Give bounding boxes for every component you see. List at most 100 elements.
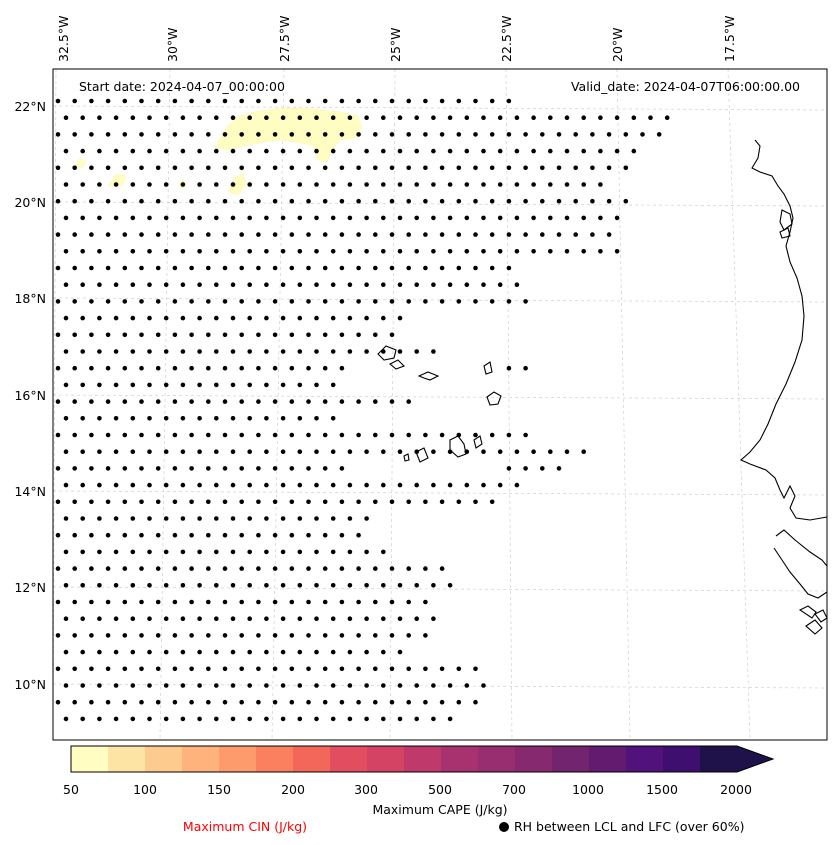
rh-dot: [423, 299, 428, 304]
rh-dot: [531, 215, 536, 221]
rh-dot: [272, 432, 278, 438]
cape-region-north: [214, 107, 363, 163]
rh-dot: [214, 449, 219, 455]
rh-dot: [272, 198, 278, 204]
rh-dot: [239, 332, 244, 338]
rh-dot: [389, 566, 395, 571]
rh-dot: [172, 432, 178, 438]
rh-dot: [89, 399, 94, 404]
rh-dot: [55, 365, 61, 371]
rh-dot: [172, 633, 178, 638]
rh-dot: [664, 115, 670, 120]
rh-dot: [113, 416, 119, 421]
rh-dot: [122, 132, 128, 137]
rh-dot: [222, 365, 228, 371]
rh-dot: [130, 549, 136, 555]
rh-dot: [163, 349, 169, 354]
rh-dot: [373, 232, 378, 237]
rh-dot: [239, 198, 244, 204]
rh-dot: [506, 198, 512, 204]
rh-dot: [347, 683, 353, 688]
rh-dot: [80, 516, 85, 521]
rh-dot: [222, 198, 228, 204]
rh-dot: [548, 115, 553, 120]
rh-dot: [347, 182, 353, 187]
rh-dot: [214, 115, 219, 120]
rh-dot: [197, 583, 202, 588]
rh-dot: [105, 666, 111, 672]
lon-tick-label: 32.5°W: [56, 16, 71, 62]
rh-dot: [147, 516, 152, 521]
rh-dot: [406, 633, 412, 638]
rh-dot: [364, 182, 369, 187]
rh-dot: [456, 165, 462, 171]
colorbar-bin: [293, 746, 331, 772]
rh-dot: [514, 282, 520, 288]
rh-dot: [80, 716, 85, 722]
rh-dot: [97, 148, 102, 154]
rh-dot: [464, 115, 470, 120]
rh-dot: [280, 516, 286, 521]
rh-dot: [297, 516, 303, 521]
rh-dot: [347, 249, 353, 254]
rh-dot: [155, 599, 161, 605]
rh-dot: [89, 299, 94, 304]
rh-dot: [423, 633, 428, 638]
rh-dot: [306, 98, 311, 104]
rh-dot: [456, 666, 462, 672]
rh-dot: [289, 232, 295, 237]
rh-dot: [105, 566, 111, 571]
rh-dot: [289, 499, 295, 505]
rh-dot: [139, 332, 144, 338]
rh-dot: [356, 299, 361, 304]
rh-dot: [80, 416, 85, 421]
rh-dot: [289, 299, 295, 304]
rh-dot: [431, 215, 436, 221]
rh-dot: [489, 198, 495, 204]
rh-dot: [381, 683, 386, 688]
rh-dot: [230, 282, 236, 288]
rh-dot: [72, 666, 77, 672]
rh-dot: [80, 182, 85, 187]
rh-dot: [222, 499, 228, 505]
rh-dot: [464, 249, 470, 254]
rh-dot: [297, 416, 303, 421]
rh-dot: [540, 466, 545, 471]
rh-dot: [523, 299, 528, 304]
rh-dot: [397, 449, 403, 455]
rh-dot: [89, 132, 94, 137]
colorbar-tick-label: 50: [63, 782, 79, 797]
rh-dot: [130, 115, 136, 120]
rh-dot: [206, 499, 211, 505]
rh-dot: [373, 165, 378, 171]
rh-dot: [473, 132, 478, 137]
rh-dot: [381, 616, 386, 621]
rh-dot: [423, 265, 428, 271]
rh-dot: [214, 616, 219, 621]
rh-dot: [97, 516, 102, 521]
rh-dot: [264, 583, 269, 588]
rh-dot: [514, 249, 520, 254]
rh-dot: [373, 699, 378, 705]
rh-dot: [139, 633, 144, 638]
rh-dot: [423, 499, 428, 505]
rh-dots: [55, 98, 670, 722]
rh-dot: [373, 198, 378, 204]
rh-dot: [214, 148, 219, 154]
rh-dot: [347, 482, 353, 488]
rh-dot: [55, 532, 61, 538]
rh-dot: [197, 315, 202, 321]
rh-dot: [423, 699, 428, 705]
rh-dot: [163, 683, 169, 688]
lon-tick-label: 22.5°W: [499, 16, 514, 62]
rh-dot: [397, 716, 403, 722]
rh-dot: [72, 633, 77, 638]
rh-dot: [389, 198, 395, 204]
rh-dot: [339, 432, 345, 438]
rh-dot: [397, 649, 403, 655]
rh-dot: [206, 98, 211, 104]
rh-dot: [105, 432, 111, 438]
rh-dot: [439, 566, 445, 571]
rh-dot: [222, 299, 228, 304]
rh-dot: [230, 449, 236, 455]
